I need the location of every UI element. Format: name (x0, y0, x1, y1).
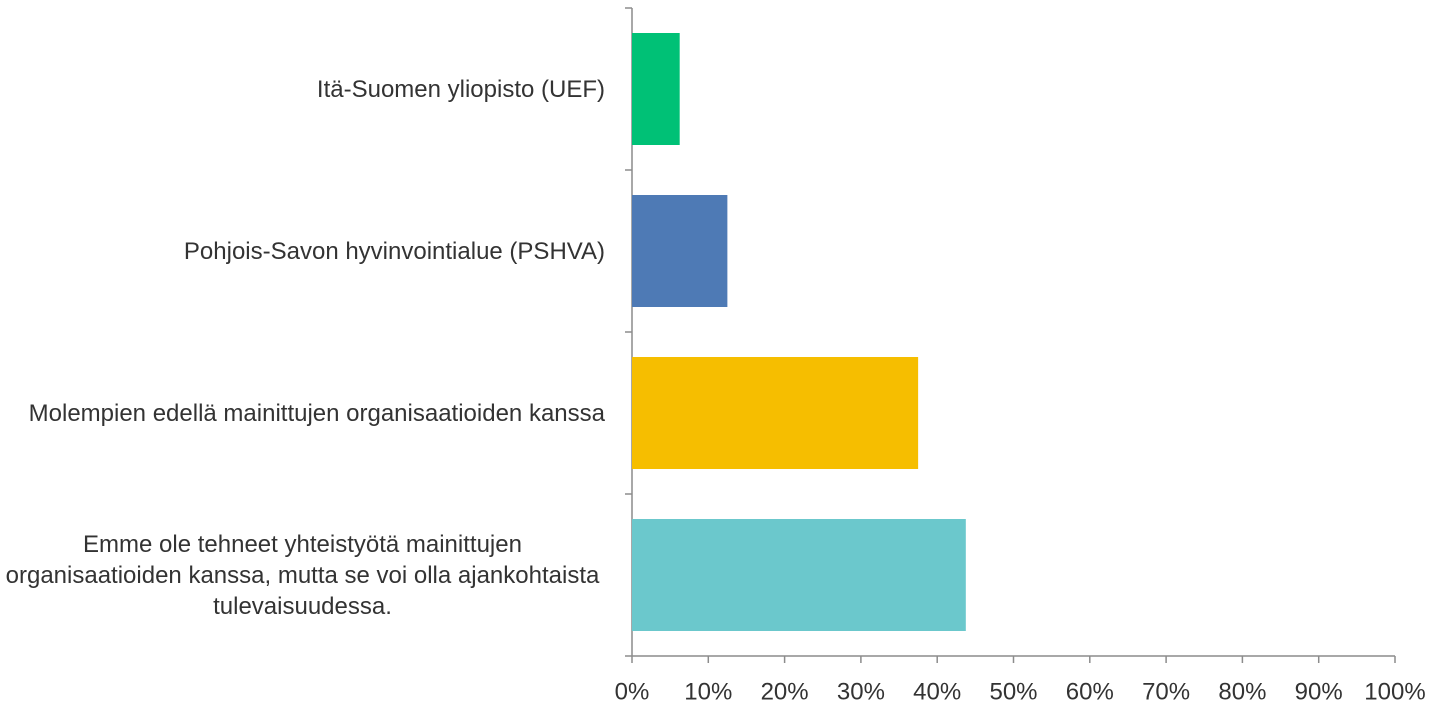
x-tick-label: 30% (837, 678, 885, 705)
x-tick-label: 0% (615, 678, 650, 705)
x-tick-label: 50% (989, 678, 1037, 705)
category-label-box: Itä-Suomen yliopisto (UEF) (0, 8, 605, 170)
bar (632, 33, 680, 145)
category-label-wrap: Itä-Suomen yliopisto (UEF) (0, 8, 605, 170)
x-tick-label: 90% (1295, 678, 1343, 705)
bar (632, 357, 919, 469)
x-tick-label: 70% (1142, 678, 1190, 705)
category-label-box: Emme ole tehneet yhteistyötä mainittujen… (0, 494, 605, 656)
y-tick-label: Itä-Suomen yliopisto (UEF) (316, 75, 605, 103)
x-tick-label: 60% (1066, 678, 1114, 705)
category-label-box: Pohjois-Savon hyvinvointialue (PSHVA) (0, 170, 605, 332)
y-tick-label: Molempien edellä mainittujen organisaati… (28, 399, 605, 427)
category-label-wrap: Emme ole tehneet yhteistyötä mainittujen… (0, 494, 605, 656)
bar (632, 195, 728, 307)
x-tick-label: 100% (1364, 678, 1425, 705)
category-label-wrap: Pohjois-Savon hyvinvointialue (PSHVA) (0, 170, 605, 332)
x-tick-label: 20% (761, 678, 809, 705)
y-tick-label: Emme ole tehneet yhteistyötä mainittujen… (5, 530, 600, 620)
x-tick-label: 80% (1218, 678, 1266, 705)
y-tick-label: Pohjois-Savon hyvinvointialue (PSHVA) (183, 237, 605, 265)
x-tick-label: 10% (684, 678, 732, 705)
category-label-box: Molempien edellä mainittujen organisaati… (0, 332, 605, 494)
category-label-wrap: Molempien edellä mainittujen organisaati… (0, 332, 605, 494)
bar (632, 519, 966, 631)
x-tick-label: 40% (913, 678, 961, 705)
